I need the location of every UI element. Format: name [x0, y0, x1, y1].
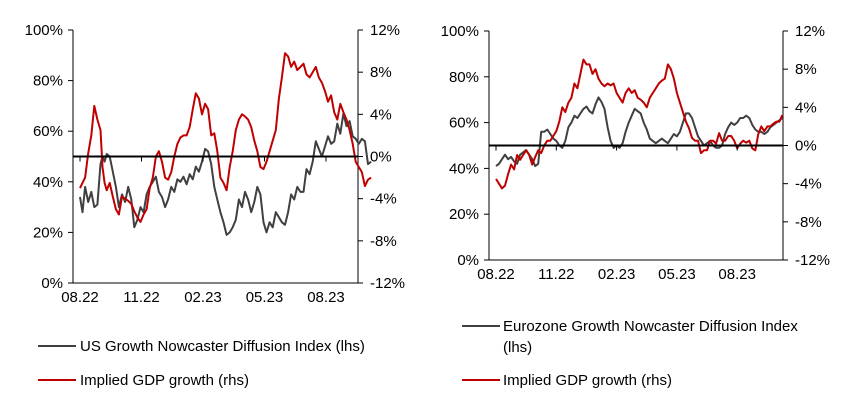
us-x-tick-label: 08.23 [307, 289, 345, 306]
eurozone-legend-label-gdp: Implied GDP growth (rhs) [503, 372, 672, 389]
us-right-tick-label: -8% [370, 233, 397, 250]
eurozone-chart: 0% 20% 40% 60% 80% 100% -12% -8% -4% 0% 4% 8% 12% 0… [441, 23, 830, 283]
eurozone-x-tick-label: 11.22 [538, 266, 574, 283]
eurozone-legend-label-diffusion-line1: Eurozone Growth Nowcaster Diffusion Inde… [503, 318, 798, 335]
eurozone-right-tick-label: -4% [795, 176, 822, 193]
us-left-tick-label: 0% [41, 275, 63, 292]
us-series [79, 52, 372, 236]
us-x-ticks: 08.22 11.22 02.23 05.23 08.23 [61, 289, 345, 306]
eurozone-left-tick-label: 100% [441, 23, 479, 40]
eurozone-right-tick-label: 12% [795, 23, 825, 40]
us-x-tick-label: 02.23 [184, 289, 222, 306]
eurozone-left-tick-label: 80% [449, 69, 479, 86]
eurozone-left-ticks: 0% 20% 40% 60% 80% 100% [441, 23, 489, 269]
eurozone-legend-label-diffusion-line2: (lhs) [503, 339, 532, 356]
eurozone-diffusion-index-line [495, 96, 784, 168]
eurozone-x-tick-label: 08.22 [477, 266, 515, 283]
us-left-ticks: 0% 20% 40% 60% 80% 100% [25, 22, 73, 292]
us-right-tick-label: 12% [370, 22, 400, 39]
eurozone-right-ticks: -12% -8% -4% 0% 4% 8% 12% [783, 23, 830, 269]
eurozone-left-tick-label: 20% [449, 206, 479, 223]
eurozone-series [495, 58, 784, 190]
eurozone-x-ticks: 08.22 11.22 02.23 05.23 08.23 [477, 266, 756, 283]
us-right-tick-label: 4% [370, 106, 392, 123]
eurozone-x-tick-label: 05.23 [658, 266, 696, 283]
eurozone-left-tick-label: 40% [449, 160, 479, 177]
us-right-tick-label: -4% [370, 191, 397, 208]
us-chart: 0% 20% 40% 60% 80% 100% -12% -8% -4% 0% 4% 8% 12% 0… [25, 22, 405, 306]
us-x-tick-label: 08.22 [61, 289, 99, 306]
us-right-tick-label: -12% [370, 275, 405, 292]
us-left-tick-label: 80% [33, 73, 63, 90]
eurozone-x-tick-label: 08.23 [718, 266, 756, 283]
us-implied-gdp-line [79, 52, 372, 223]
eurozone-right-tick-label: 8% [795, 61, 817, 78]
eurozone-right-tick-label: -12% [795, 252, 830, 269]
eurozone-right-tick-label: 0% [795, 138, 817, 155]
us-left-tick-label: 20% [33, 224, 63, 241]
eurozone-left-tick-label: 0% [457, 252, 479, 269]
eurozone-right-tick-label: -8% [795, 214, 822, 231]
us-right-tick-label: 0% [370, 149, 392, 166]
us-x-tick-label: 11.22 [123, 289, 159, 306]
us-left-tick-label: 60% [33, 123, 63, 140]
eurozone-x-tick-label: 02.23 [598, 266, 636, 283]
us-left-tick-label: 40% [33, 174, 63, 191]
us-right-ticks: -12% -8% -4% 0% 4% 8% 12% [358, 22, 405, 292]
us-diffusion-index-line [79, 112, 372, 236]
eurozone-left-tick-label: 60% [449, 115, 479, 132]
us-left-tick-label: 100% [25, 22, 63, 39]
eurozone-implied-gdp-line [495, 58, 784, 190]
eurozone-legend: Eurozone Growth Nowcaster Diffusion Inde… [462, 318, 798, 389]
eurozone-right-tick-label: 4% [795, 99, 817, 116]
us-legend-label-gdp: Implied GDP growth (rhs) [80, 372, 249, 389]
us-legend-label-diffusion: US Growth Nowcaster Diffusion Index (lhs… [80, 338, 365, 355]
us-right-tick-label: 8% [370, 64, 392, 81]
us-legend: US Growth Nowcaster Diffusion Index (lhs… [38, 338, 365, 389]
us-x-tick-label: 05.23 [246, 289, 284, 306]
